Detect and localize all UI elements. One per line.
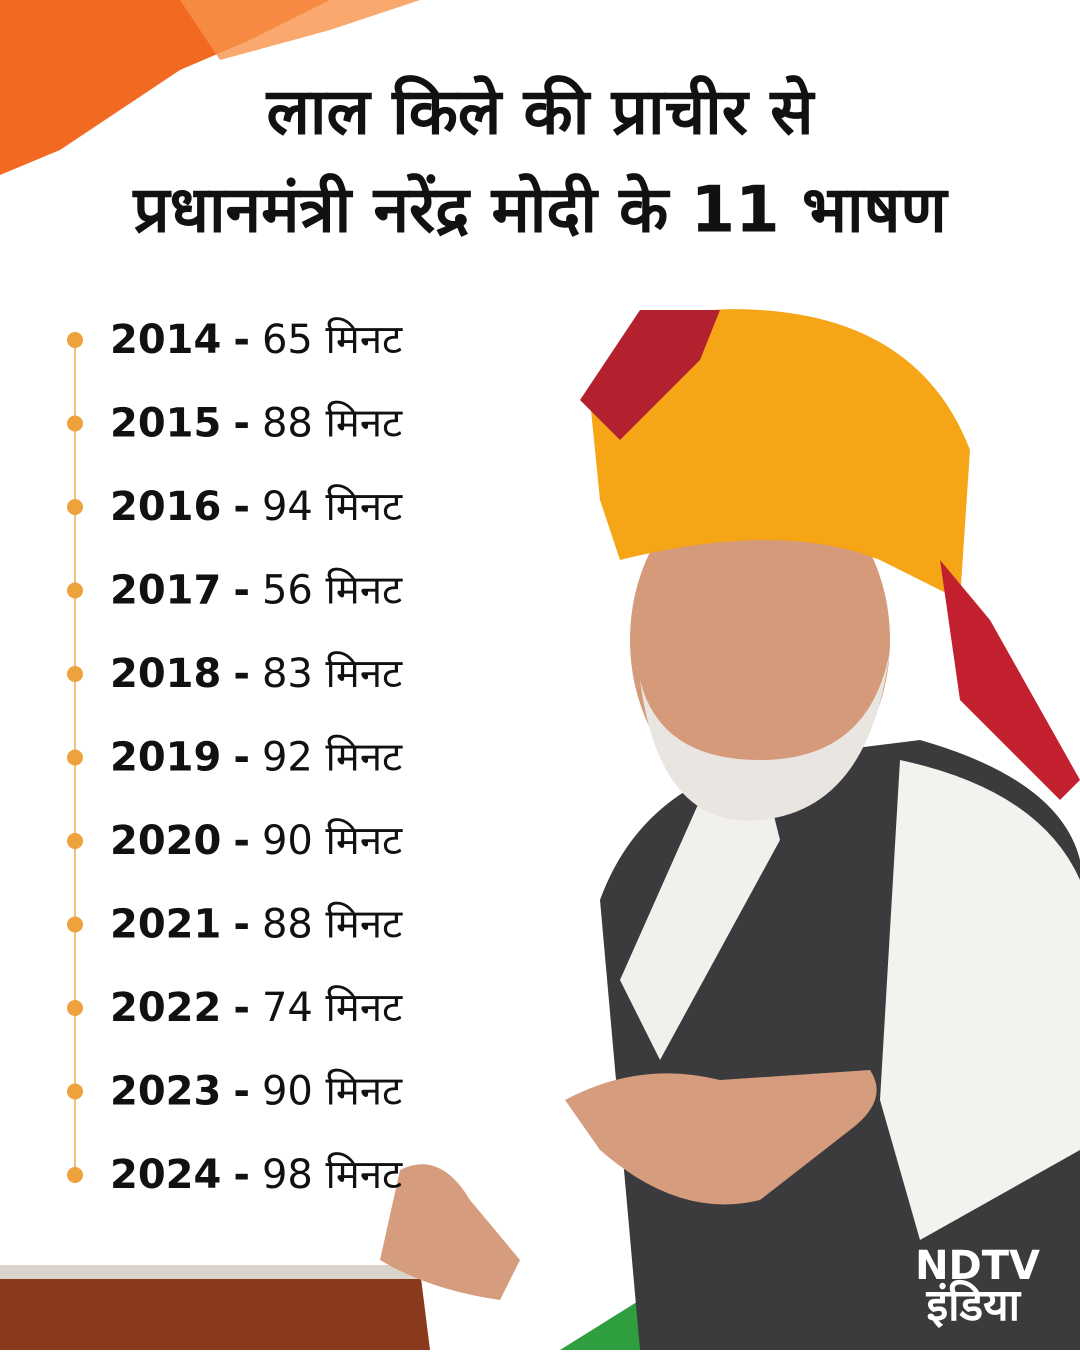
bullet — [67, 332, 83, 348]
saffron-stroke — [0, 0, 330, 175]
year: 2022 — [110, 985, 221, 1031]
podium — [0, 1270, 430, 1350]
separator: - — [233, 401, 250, 447]
list-item: 2024-98 मिनट — [110, 1152, 403, 1198]
list-item: 2015-88 मिनट — [110, 401, 403, 447]
duration: 65 मिनट — [262, 317, 403, 363]
bullet — [67, 1000, 83, 1016]
list-item: 2022-74 मिनट — [110, 985, 403, 1031]
list-item: 2016-94 मिनट — [110, 484, 403, 530]
separator: - — [233, 818, 250, 864]
bullet — [67, 415, 83, 432]
year: 2018 — [110, 651, 221, 697]
duration: 92 मिनट — [262, 735, 403, 781]
duration: 94 मिनट — [262, 484, 403, 530]
year: 2021 — [110, 902, 221, 948]
bullet — [67, 499, 83, 515]
logo-brand: NDTV — [915, 1243, 1040, 1289]
duration: 88 मिनट — [262, 902, 403, 948]
duration: 56 मिनट — [262, 568, 403, 614]
list-item: 2018-83 मिनट — [110, 651, 403, 697]
podium-edge — [0, 1265, 440, 1279]
logo-sub: इंडिया — [926, 1279, 1022, 1331]
separator: - — [233, 568, 250, 614]
list-item: 2014-65 मिनट — [110, 317, 403, 363]
year: 2019 — [110, 735, 221, 781]
bullet — [67, 1083, 83, 1100]
separator: - — [233, 484, 250, 530]
duration: 90 मिनट — [262, 1069, 403, 1115]
separator: - — [233, 317, 250, 363]
year: 2014 — [110, 317, 221, 363]
duration: 98 मिनट — [262, 1152, 403, 1198]
title-line: प्रधानमंत्री नरेंद्र मोदी के 11 भाषण — [132, 173, 949, 248]
saffron-stroke — [180, 0, 420, 60]
year: 2024 — [110, 1152, 221, 1198]
year: 2020 — [110, 818, 221, 864]
separator: - — [233, 651, 250, 697]
list-item: 2023-90 मिनट — [110, 1069, 403, 1115]
year: 2015 — [110, 401, 221, 447]
duration: 88 मिनट — [262, 401, 403, 447]
bullet — [67, 916, 83, 933]
separator: - — [233, 985, 250, 1031]
duration: 83 मिनट — [262, 651, 403, 697]
list-item: 2020-90 मिनट — [110, 818, 403, 864]
bullet — [67, 749, 83, 766]
separator: - — [233, 1069, 250, 1115]
bullet — [67, 582, 83, 599]
list-item: 2017-56 मिनट — [110, 568, 403, 614]
year: 2023 — [110, 1069, 221, 1115]
list-item: 2019-92 मिनट — [110, 735, 403, 781]
bullet — [67, 1167, 83, 1183]
bullet — [67, 666, 83, 682]
duration: 90 मिनट — [262, 818, 403, 864]
separator: - — [233, 902, 250, 948]
year: 2017 — [110, 568, 221, 614]
bullet — [67, 833, 83, 849]
separator: - — [233, 1152, 250, 1198]
separator: - — [233, 735, 250, 781]
title-line: लाल किले की प्राचीर से — [266, 75, 817, 150]
list-item: 2021-88 मिनट — [110, 902, 403, 948]
person-photo — [380, 309, 1080, 1350]
duration: 74 मिनट — [262, 985, 403, 1031]
year: 2016 — [110, 484, 221, 530]
